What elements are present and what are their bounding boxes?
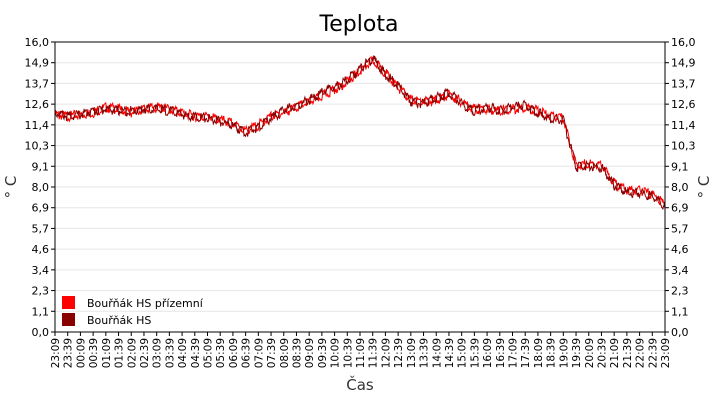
- x-axis-label: Čas: [346, 375, 374, 394]
- x-tick-label: 12:09: [380, 338, 392, 368]
- chart-title: Teplota: [319, 12, 399, 37]
- x-tick-label: 04:09: [177, 338, 189, 368]
- x-tick-label: 13:39: [419, 338, 431, 368]
- y-tick-label-right: 3,4: [671, 264, 689, 277]
- y-tick-label-right: 2,3: [671, 285, 689, 298]
- x-tick-label: 01:09: [101, 338, 113, 368]
- y-tick-label-left: 2,3: [32, 285, 50, 298]
- y-tick-label-right: 11,4: [671, 119, 696, 132]
- y-tick-label-left: 8,0: [32, 181, 50, 194]
- x-tick-label: 23:09: [660, 338, 672, 368]
- legend-swatch: [62, 313, 75, 326]
- y-tick-label-right: 14,9: [671, 57, 696, 70]
- series-line: [54, 55, 666, 210]
- axes: [54, 41, 666, 333]
- x-tick-label: 02:09: [126, 338, 138, 368]
- x-tick-label: 11:39: [368, 338, 380, 368]
- x-tick-label: 08:39: [291, 338, 303, 368]
- y-tick-label-right: 9,1: [671, 160, 689, 173]
- x-tick-label: 01:39: [114, 338, 126, 368]
- x-tick-label: 23:39: [63, 338, 75, 368]
- x-tick-label: 10:09: [330, 338, 342, 368]
- y-tick-label-left: 3,4: [32, 264, 50, 277]
- y-tick-label-left: 12,6: [25, 98, 50, 111]
- y-tick-label-left: 14,9: [25, 57, 50, 70]
- series-line: [54, 55, 666, 208]
- y-tick-label-left: 10,3: [25, 140, 50, 153]
- y-tick-label-right: 6,9: [671, 202, 689, 215]
- y-tick-label-right: 8,0: [671, 181, 689, 194]
- y-tick-label-right: 10,3: [671, 140, 696, 153]
- y-tick-labels: 0,0 0,0 1,1 1,1 2,3 2,3 3,4 3,4 4,6 4,6 5,7 5,7 6,9 6…: [25, 36, 696, 339]
- y-tick-label-left: 0,0: [32, 326, 50, 339]
- x-tick-label: 14:09: [431, 338, 443, 368]
- x-tick-label: 03:39: [164, 338, 176, 368]
- x-tick-label: 15:09: [457, 338, 469, 368]
- x-tick-label: 06:09: [228, 338, 240, 368]
- x-tick-label: 18:09: [533, 338, 545, 368]
- x-tick-label: 05:39: [215, 338, 227, 368]
- x-tick-label: 15:39: [469, 338, 481, 368]
- x-tick-label: 03:09: [152, 338, 164, 368]
- plot-frame: [54, 41, 666, 333]
- x-tick-label: 16:39: [495, 338, 507, 368]
- x-tick-label: 06:39: [241, 338, 253, 368]
- x-tick-label: 22:39: [647, 338, 659, 368]
- y-tick-label-right: 16,0: [671, 36, 696, 49]
- x-tick-label: 05:09: [203, 338, 215, 368]
- x-tick-label: 20:09: [584, 338, 596, 368]
- x-tick-label: 04:39: [190, 338, 202, 368]
- y-tick-label-left: 11,4: [25, 119, 50, 132]
- x-tick-label: 17:09: [508, 338, 520, 368]
- x-tick-label: 07:09: [253, 338, 265, 368]
- y-axis-label-left: ° C: [2, 176, 20, 199]
- y-tick-label-left: 13,7: [25, 77, 50, 90]
- y-axis-label-right: ° C: [695, 176, 713, 199]
- x-tick-label: 00:39: [88, 338, 100, 368]
- legend-label: Bouřňák HS přízemní: [87, 297, 204, 310]
- x-tick-label: 14:39: [444, 338, 456, 368]
- y-tick-label-right: 12,6: [671, 98, 696, 111]
- y-tick-label-left: 1,1: [32, 305, 50, 318]
- y-tick-label-left: 4,6: [32, 243, 50, 256]
- x-tick-label: 22:09: [635, 338, 647, 368]
- x-tick-label: 07:39: [266, 338, 278, 368]
- grid-lines: [51, 41, 669, 336]
- x-tick-label: 23:09: [50, 338, 62, 368]
- series-lines: [54, 55, 666, 210]
- x-tick-label: 16:09: [482, 338, 494, 368]
- y-tick-label-right: 5,7: [671, 222, 689, 235]
- x-tick-label: 18:39: [546, 338, 558, 368]
- x-tick-label: 02:39: [139, 338, 151, 368]
- y-tick-label-right: 1,1: [671, 305, 689, 318]
- x-tick-label: 09:39: [317, 338, 329, 368]
- x-tick-label: 11:09: [355, 338, 367, 368]
- x-tick-label: 20:39: [596, 338, 608, 368]
- y-tick-label-left: 9,1: [32, 160, 50, 173]
- x-tick-label: 19:39: [571, 338, 583, 368]
- y-tick-label-right: 0,0: [671, 326, 689, 339]
- y-tick-label-right: 4,6: [671, 243, 689, 256]
- y-tick-label-left: 6,9: [32, 202, 50, 215]
- x-tick-label: 10:39: [342, 338, 354, 368]
- y-tick-label-left: 5,7: [32, 222, 50, 235]
- x-tick-labels: 23:09 23:39 00:09 00:39 01:09 01:39 02:09 02:39…: [50, 338, 672, 368]
- x-tick-label: 21:09: [609, 338, 621, 368]
- x-tick-label: 17:39: [520, 338, 532, 368]
- y-tick-label-right: 13,7: [671, 77, 696, 90]
- x-tick-label: 00:09: [75, 338, 87, 368]
- x-tick-label: 08:09: [279, 338, 291, 368]
- x-tick-label: 21:39: [622, 338, 634, 368]
- x-tick-label: 12:39: [393, 338, 405, 368]
- x-tick-label: 13:09: [406, 338, 418, 368]
- legend-swatch: [62, 296, 75, 309]
- x-tick-label: 19:09: [558, 338, 570, 368]
- x-tick-label: 09:09: [304, 338, 316, 368]
- legend: Bouřňák HS přízemní Bouřňák HS: [62, 296, 204, 327]
- legend-label: Bouřňák HS: [87, 314, 151, 327]
- y-tick-label-left: 16,0: [25, 36, 50, 49]
